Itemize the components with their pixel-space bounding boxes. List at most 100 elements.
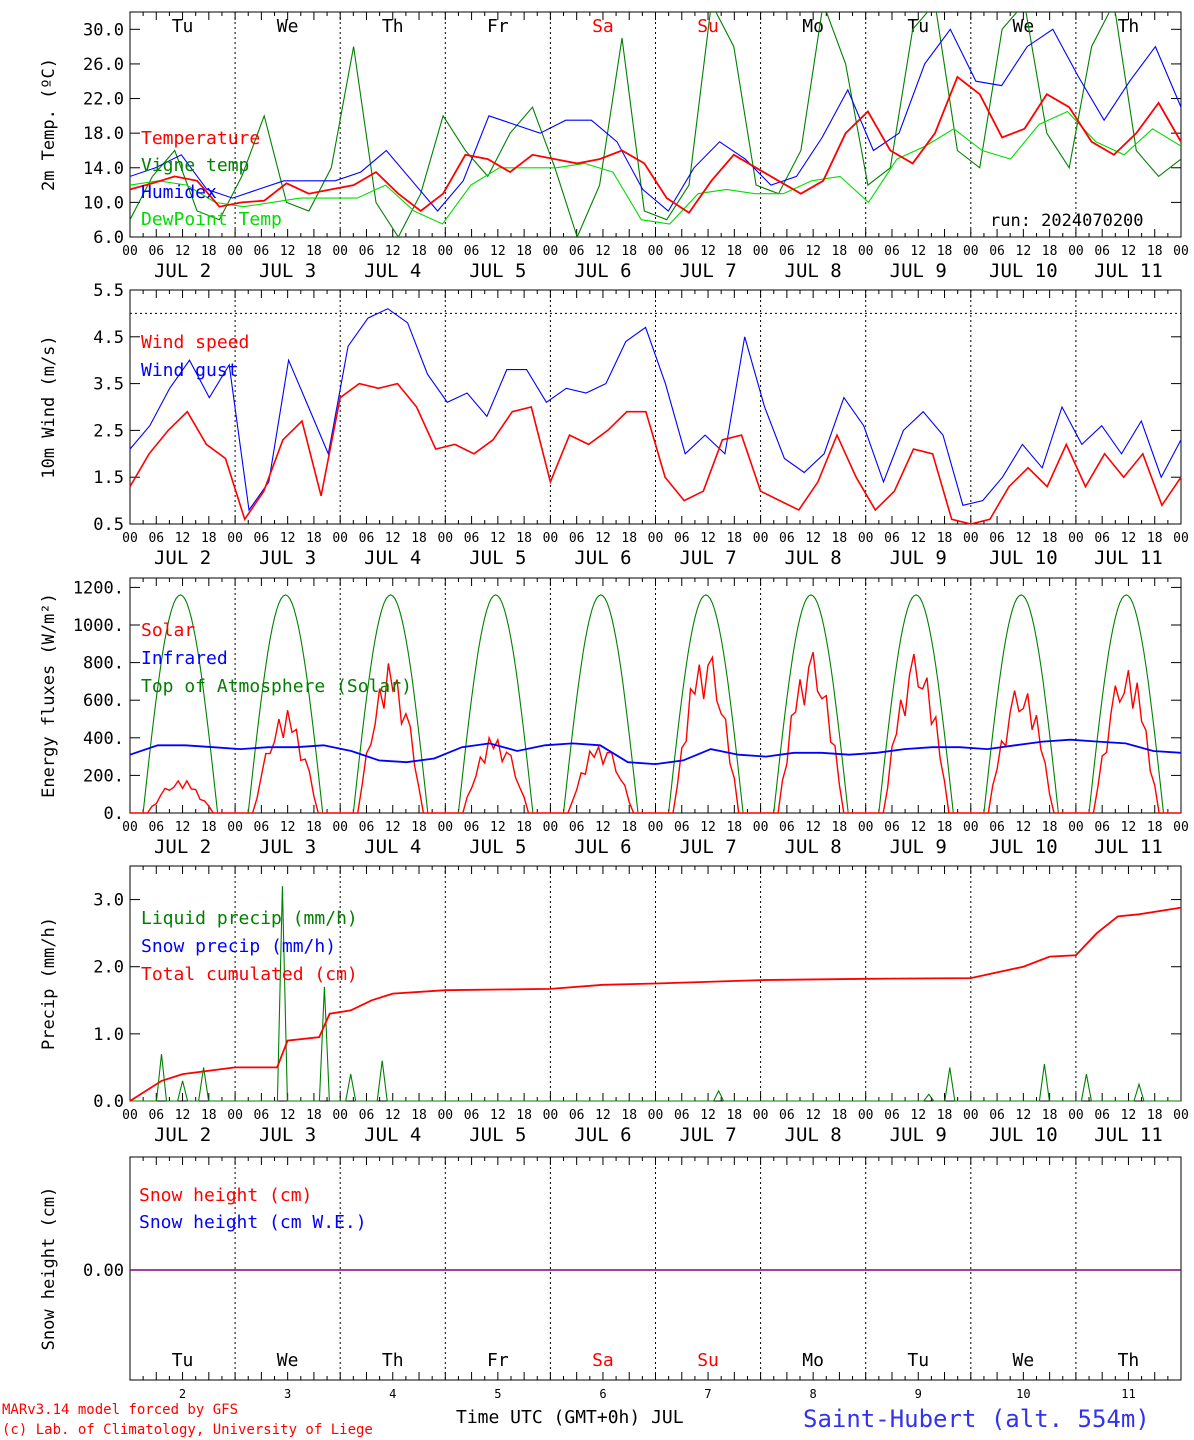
hour-tick-label: 00 — [753, 531, 769, 546]
hour-tick-label: 12 — [1016, 531, 1032, 546]
y-axis-label: 2m Temp. (ºC) — [39, 58, 59, 191]
hour-tick-label: 06 — [148, 244, 164, 259]
hour-tick-label: 00 — [648, 1108, 664, 1123]
hour-tick-label: 18 — [832, 531, 848, 546]
date-label: JUL 5 — [469, 547, 526, 569]
station-label: Saint-Hubert (alt. 554m) — [803, 1405, 1150, 1433]
hour-tick-label: 00 — [437, 1108, 453, 1123]
hour-tick-label: 12 — [490, 531, 506, 546]
hour-tick-label: 06 — [254, 820, 270, 835]
hour-tick-label: 18 — [1042, 1108, 1058, 1123]
hour-tick-label: 12 — [280, 820, 296, 835]
temperature-panel: run: 2024070200 — [990, 211, 1144, 231]
hour-tick-label: 12 — [805, 820, 821, 835]
hour-tick-label: 12 — [490, 820, 506, 835]
hour-tick-label: 00 — [543, 820, 559, 835]
hour-tick-label: 18 — [621, 244, 637, 259]
hour-tick-label: 12 — [910, 244, 926, 259]
hour-tick-label: 06 — [779, 820, 795, 835]
hour-tick-label: 18 — [1042, 820, 1058, 835]
weekday-label: Tu — [172, 1350, 194, 1371]
hour-tick-label: 12 — [595, 244, 611, 259]
hour-tick-label: 06 — [989, 1108, 1005, 1123]
hour-tick-label: 18 — [1147, 531, 1163, 546]
y-tick-label: 18.0 — [83, 124, 124, 144]
date-label: JUL 7 — [679, 836, 736, 858]
hour-tick-label: 06 — [1094, 244, 1110, 259]
date-label: JUL 4 — [364, 836, 421, 858]
hour-tick-label: 18 — [937, 531, 953, 546]
hour-tick-label: 06 — [674, 1108, 690, 1123]
weekday-label: We — [277, 1350, 299, 1371]
hour-tick-label: 12 — [1016, 1108, 1032, 1123]
hour-tick-label: 12 — [700, 1108, 716, 1123]
hour-tick-label: 12 — [385, 531, 401, 546]
hour-tick-label: 06 — [359, 820, 375, 835]
hour-tick-label: 18 — [306, 820, 322, 835]
series-blue — [130, 28, 1181, 212]
hour-tick-label: 12 — [805, 244, 821, 259]
panel-2-frame: 00 06 12 18 00 06 12 18 00 06 12 18 00 06 12 18 00 06 12 18… — [39, 281, 1189, 569]
series-blue — [129, 308, 1182, 512]
hour-tick-label: 18 — [1147, 820, 1163, 835]
hour-tick-label: 12 — [910, 820, 926, 835]
y-tick-label: 0. — [104, 804, 124, 824]
hour-tick-label: 00 — [753, 820, 769, 835]
date-label: JUL 6 — [574, 1124, 631, 1146]
date-number: 6 — [599, 1387, 606, 1401]
hour-tick-label: 00 — [858, 244, 874, 259]
hour-tick-label: 06 — [779, 1108, 795, 1123]
hour-tick-label: 06 — [464, 1108, 480, 1123]
date-label: JUL 11 — [1094, 1124, 1163, 1146]
date-label: JUL 2 — [154, 547, 211, 569]
hour-tick-label: 12 — [385, 1108, 401, 1123]
date-label: JUL 5 — [469, 836, 526, 858]
series-liquid-precip — [130, 886, 1181, 1102]
hour-tick-label: 06 — [884, 244, 900, 259]
date-number: 10 — [1016, 1387, 1030, 1401]
hour-tick-label: 18 — [832, 244, 848, 259]
hour-tick-label: 18 — [516, 1108, 532, 1123]
hour-tick-label: 18 — [937, 820, 953, 835]
weekday-label: Sa — [592, 1350, 614, 1371]
hour-tick-label: 00 — [437, 244, 453, 259]
hour-tick-label: 12 — [175, 531, 191, 546]
hour-tick-label: 06 — [1094, 531, 1110, 546]
hour-tick-label: 12 — [805, 1108, 821, 1123]
date-number: 2 — [179, 1387, 186, 1401]
y-tick-label: 22.0 — [83, 90, 124, 110]
hour-tick-label: 06 — [884, 820, 900, 835]
hour-tick-label: 00 — [227, 820, 243, 835]
y-tick-label: 1200. — [73, 578, 124, 598]
hour-tick-label: 18 — [516, 244, 532, 259]
hour-tick-label: 00 — [1173, 820, 1189, 835]
hour-tick-label: 00 — [332, 531, 348, 546]
hour-tick-label: 00 — [963, 820, 979, 835]
legend-entry: Wind gust — [141, 360, 239, 381]
hour-tick-label: 00 — [332, 1108, 348, 1123]
hour-tick-label: 00 — [437, 820, 453, 835]
hour-tick-label: 00 — [227, 531, 243, 546]
date-label: JUL 6 — [574, 260, 631, 282]
hour-tick-label: 18 — [1042, 244, 1058, 259]
hour-tick-label: 06 — [569, 820, 585, 835]
date-number: 3 — [284, 1387, 291, 1401]
hour-tick-label: 00 — [858, 1108, 874, 1123]
legend-entry: Humidex — [141, 182, 217, 203]
y-tick-label: 200. — [83, 766, 124, 786]
hour-tick-label: 00 — [858, 820, 874, 835]
date-label: JUL 11 — [1094, 547, 1163, 569]
hour-tick-label: 00 — [648, 244, 664, 259]
credit-line-2: (c) Lab. of Climatology, University of L… — [2, 1422, 373, 1438]
hour-tick-label: 00 — [122, 531, 138, 546]
hour-tick-label: 18 — [201, 1108, 217, 1123]
hour-tick-label: 18 — [306, 531, 322, 546]
hour-tick-label: 06 — [884, 1108, 900, 1123]
hour-tick-label: 06 — [464, 531, 480, 546]
hour-tick-label: 00 — [1068, 244, 1084, 259]
date-label: JUL 2 — [154, 836, 211, 858]
date-number: 9 — [915, 1387, 922, 1401]
hour-tick-label: 12 — [700, 244, 716, 259]
hour-tick-label: 00 — [543, 244, 559, 259]
hour-tick-label: 18 — [411, 244, 427, 259]
